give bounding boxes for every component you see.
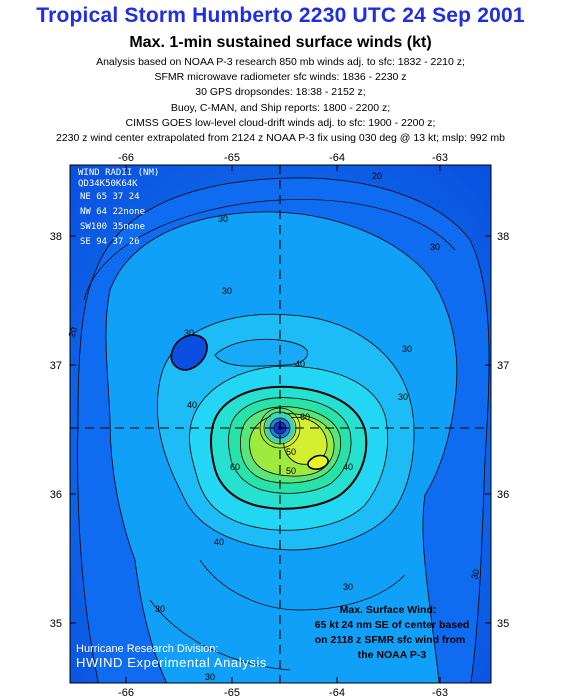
max-wind-line: the NOAA P-3 <box>358 649 427 661</box>
contour-label: 40 <box>187 400 197 410</box>
contour-label: 40 <box>214 537 224 547</box>
lat-label-right: 35 <box>497 618 509 630</box>
page-subtitle: Max. 1-min sustained surface winds (kt) <box>129 34 432 51</box>
credit-org: Hurricane Research Division: <box>76 643 218 655</box>
lon-label-bottom: -65 <box>224 687 240 699</box>
max-wind-note: Max. Surface Wind: 65 kt 24 nm SE of cen… <box>315 604 470 661</box>
note-line: CIMSS GOES low-level cloud-drift winds a… <box>125 116 436 129</box>
contour-label: 30 <box>155 604 165 614</box>
max-wind-line: Max. Surface Wind: <box>340 604 437 616</box>
contour-label: 60 <box>230 462 240 472</box>
wind-pocket-mid <box>214 338 308 367</box>
contour-label: 50 <box>286 447 296 457</box>
contour-label: 30 <box>222 286 232 296</box>
note-line: 2230 z wind center extrapolated from 212… <box>56 132 505 145</box>
note-line: 30 GPS dropsondes: 18:38 - 2152 z; <box>195 86 366 99</box>
center-crosshair <box>70 165 491 683</box>
note-line: Analysis based on NOAA P-3 research 850 … <box>96 56 465 68</box>
lat-label-left: 37 <box>50 360 62 372</box>
contour-label: 30 <box>469 568 481 580</box>
contour-label: 30 <box>218 214 228 224</box>
max-wind-line: on 2118 z SFMR sfc wind from <box>315 634 466 646</box>
lon-label-top: -66 <box>118 152 134 164</box>
contour-label: 30 <box>430 242 440 252</box>
lon-label-top: -63 <box>432 152 448 164</box>
lat-label-left: 35 <box>50 618 62 630</box>
contour-label: 40 <box>295 359 305 369</box>
contour-label: 30 <box>343 582 353 592</box>
wind-radii-title: WIND RADII (NM) <box>78 168 159 178</box>
lat-label-right: 38 <box>497 231 509 243</box>
lon-label-bottom: -64 <box>329 687 345 699</box>
wind-radii-table: WIND RADII (NM) QD34K50K64K NE 65 37 24 … <box>78 168 159 247</box>
contour-label: 30 <box>402 344 412 354</box>
contour-label: 50 <box>286 466 296 476</box>
contour-label: 30 <box>205 672 215 682</box>
contour-label: 30 <box>398 392 408 402</box>
lon-label-bottom: -66 <box>118 687 134 699</box>
contour-label: 40 <box>343 462 353 472</box>
wind-radii-header: QD34K50K64K <box>78 179 138 189</box>
wind-pocket-low <box>170 334 208 371</box>
lon-label-top: -65 <box>224 152 240 164</box>
wind-radii-row: SE 94 37 26 <box>80 237 140 247</box>
lat-label-right: 36 <box>497 489 509 501</box>
max-wind-line: 65 kt 24 nm SE of center based <box>315 619 470 631</box>
wind-radii-row: NW 64 22none <box>80 207 145 217</box>
contour-label: 60 <box>300 412 310 422</box>
lat-label-left: 36 <box>50 489 62 501</box>
lat-label-right: 37 <box>497 360 509 372</box>
plot-frame <box>69 164 492 684</box>
credit-product: HWIND Experimental Analysis <box>76 655 267 670</box>
lon-label-bottom: -63 <box>432 687 448 699</box>
wind-radii-row: NE 65 37 24 <box>80 192 140 202</box>
wind-max-pocket <box>307 454 329 470</box>
contour-label: 20 <box>372 171 382 181</box>
note-line: SFMR microwave radiometer sfc winds: 183… <box>154 71 407 84</box>
contour-label: 30 <box>184 328 194 338</box>
analysis-notes: Analysis based on NOAA P-3 research 850 … <box>0 55 561 146</box>
page-title: Tropical Storm Humberto 2230 UTC 24 Sep … <box>36 4 525 27</box>
axis-ticks <box>70 165 491 683</box>
note-line: Buoy, C-MAN, and Ship reports: 1800 - 22… <box>170 101 391 114</box>
wind-contours <box>77 177 490 683</box>
lon-label-top: -64 <box>329 152 345 164</box>
wind-radii-row: SW100 35none <box>80 222 145 232</box>
lat-label-left: 38 <box>50 231 62 243</box>
contour-label: 20 <box>66 326 79 339</box>
